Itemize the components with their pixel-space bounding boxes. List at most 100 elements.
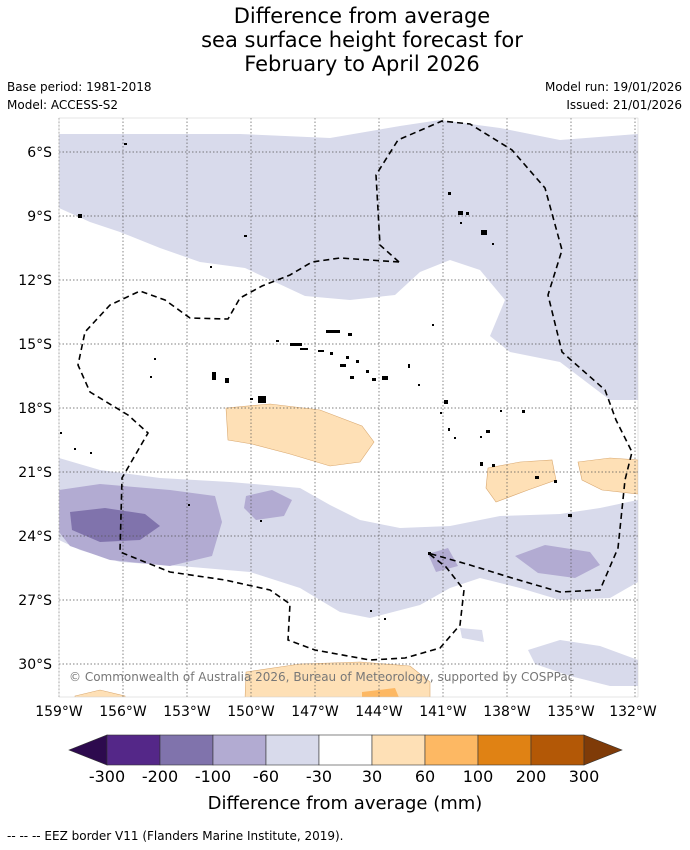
copyright-text: © Commonwealth of Australia 2026, Bureau… (69, 670, 574, 684)
lat-label: 21°S (18, 465, 52, 481)
model-run: Model run: 19/01/2026 (544, 80, 682, 94)
title-line-3: February to April 2026 (244, 52, 480, 76)
island (348, 333, 352, 336)
island (466, 212, 469, 215)
lon-label: 132°W (609, 704, 657, 720)
colorbar-swatch (477, 734, 532, 766)
island (408, 364, 410, 368)
eez-legend: -- -- -- EEZ border V11 (Flanders Marine… (7, 829, 344, 843)
island (486, 430, 490, 433)
island (212, 372, 216, 380)
colorbar-over-arrow (583, 734, 623, 766)
positive-60-100-south (362, 688, 399, 697)
island (154, 358, 156, 360)
lat-label: 12°S (18, 273, 52, 289)
lon-label: 153°W (163, 704, 211, 720)
island (210, 266, 212, 268)
lat-label: 30°S (18, 657, 52, 673)
negative-patch-small (460, 628, 484, 642)
model-name: Model: ACCESS-S2 (7, 98, 119, 112)
lat-label: 27°S (18, 593, 52, 609)
island (554, 480, 557, 483)
island (480, 462, 483, 466)
positive-patch-east-1 (485, 459, 557, 503)
colorbar-tick: 200 (516, 767, 547, 786)
colorbar-swatch (106, 734, 161, 766)
island (480, 436, 482, 438)
island (522, 410, 525, 413)
island (300, 348, 308, 350)
meta-left: Base period: 1981-2018 Model: ACCESS-S2 (7, 78, 152, 114)
island (428, 552, 431, 555)
island (370, 610, 372, 612)
colorbar-swatch (159, 734, 214, 766)
anomaly-shading (59, 120, 638, 697)
island (260, 520, 262, 522)
island (372, 378, 376, 381)
positive-patch-east-2 (577, 457, 638, 495)
island (340, 364, 346, 367)
island (384, 618, 386, 620)
island (535, 476, 539, 479)
colorbar-label: Difference from average (mm) (208, 793, 483, 814)
map-frame (58, 117, 639, 698)
island (460, 222, 462, 224)
colorbar-tick: -200 (142, 767, 178, 786)
lat-label: 18°S (18, 401, 52, 417)
lon-label: 159°W (35, 704, 83, 720)
colorbar (68, 734, 623, 766)
colorbar-tick: 300 (569, 767, 600, 786)
positive-patch-southwest (74, 689, 126, 697)
negative-band-north (59, 120, 638, 400)
island (448, 192, 451, 195)
title-line-2: sea surface height forecast for (201, 28, 523, 52)
island (481, 230, 487, 235)
colorbar-tick: 30 (362, 767, 382, 786)
island (124, 143, 127, 145)
island (318, 350, 324, 352)
island (330, 352, 333, 355)
island (74, 448, 76, 450)
meta-right: Model run: 19/01/2026 Issued: 21/01/2026 (545, 78, 682, 114)
lon-label: 144°W (355, 704, 403, 720)
island (356, 360, 359, 363)
island (78, 214, 82, 218)
colorbar-swatch (212, 734, 267, 766)
island (366, 370, 369, 373)
island (244, 235, 247, 237)
island (90, 452, 92, 454)
colorbar-tick: -30 (306, 767, 332, 786)
island (276, 340, 279, 342)
lon-label: 138°W (483, 704, 531, 720)
lat-labels: 6°S 9°S 12°S 15°S 18°S 21°S 24°S 27°S 30… (18, 145, 52, 673)
lon-label: 156°W (99, 704, 147, 720)
island (60, 432, 62, 434)
colorbar-tick: -100 (195, 767, 231, 786)
island (346, 356, 349, 359)
eez-border-marquesas (375, 120, 633, 593)
lat-label: 6°S (27, 145, 52, 161)
map-panel (58, 117, 639, 698)
colorbar-under-arrow (68, 734, 108, 766)
base-period: Base period: 1981-2018 (7, 80, 152, 94)
positive-patch-central (225, 403, 375, 467)
colorbar-swatch (265, 734, 320, 766)
island (492, 464, 495, 467)
colorbar-tick: 100 (463, 767, 494, 786)
island (448, 428, 450, 431)
issued-date: Issued: 21/01/2026 (566, 98, 682, 112)
island (458, 211, 463, 215)
island (382, 376, 388, 380)
island (290, 343, 302, 346)
islands (60, 143, 572, 620)
colorbar-swatch (424, 734, 479, 766)
colorbar-ticks: -300 -200 -100 -60 -30 30 60 100 200 300 (89, 767, 599, 786)
colorbar-tick: -300 (89, 767, 125, 786)
anomaly-100-200 (70, 508, 160, 542)
island (326, 330, 340, 333)
lat-label: 9°S (27, 209, 52, 225)
anomaly-60-100-center (244, 490, 292, 520)
island (418, 384, 420, 386)
negative-patch-southeast (528, 640, 638, 686)
positive-patch-south (244, 661, 431, 697)
